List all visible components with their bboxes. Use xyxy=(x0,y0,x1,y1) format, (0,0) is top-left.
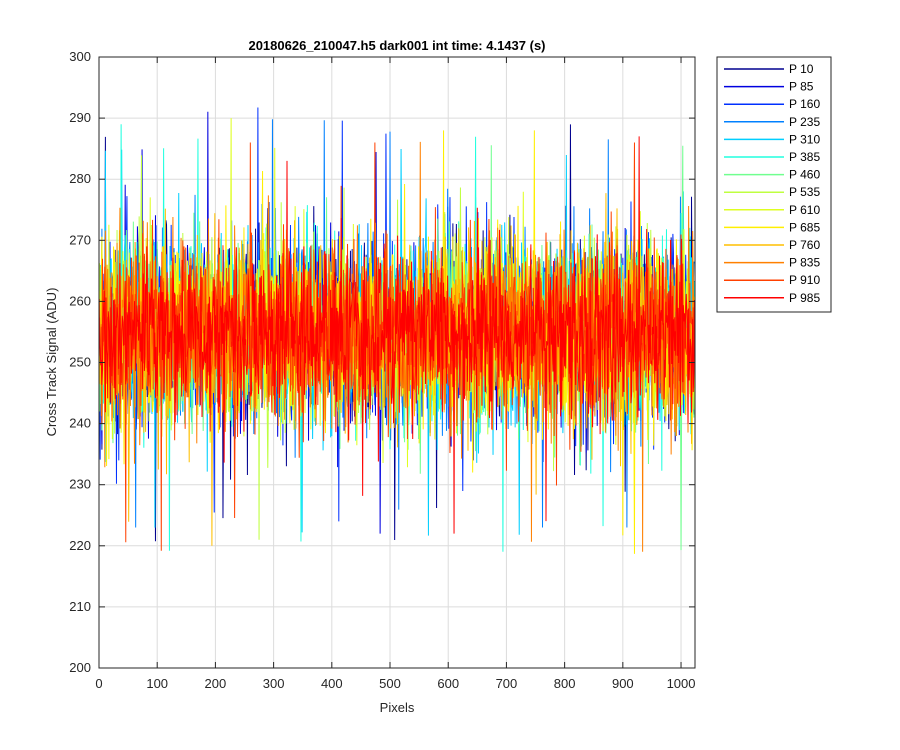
y-tick-label: 210 xyxy=(69,599,91,614)
legend: P 10 P 85 P 160 P 235 P 310 P 385 P 460 P 535 P … xyxy=(716,56,832,313)
y-tick-label: 220 xyxy=(69,538,91,553)
y-tick-label: 290 xyxy=(69,110,91,125)
legend-label: P 10 xyxy=(789,62,814,76)
x-tick-label: 700 xyxy=(496,676,518,691)
axis-ticks: 0 100 200 300 400 500 600 700 800 900 1000 200 210 22… xyxy=(69,49,695,691)
legend-label: P 835 xyxy=(789,256,820,270)
legend-label: P 985 xyxy=(789,291,820,305)
legend-label: P 460 xyxy=(789,168,820,182)
legend-label: P 760 xyxy=(789,238,820,252)
chart-title: 20180626_210047.h5 dark001 int time: 4.1… xyxy=(248,38,545,53)
legend-label: P 610 xyxy=(789,203,820,217)
x-tick-label: 200 xyxy=(205,676,227,691)
y-tick-label: 240 xyxy=(69,416,91,431)
y-tick-label: 280 xyxy=(69,171,91,186)
x-tick-label: 800 xyxy=(554,676,576,691)
legend-label: P 310 xyxy=(789,132,820,146)
series-line-p985 xyxy=(98,136,695,534)
x-tick-label: 600 xyxy=(437,676,459,691)
x-tick-label: 0 xyxy=(95,676,102,691)
legend-label: P 385 xyxy=(789,150,820,164)
series-layer xyxy=(98,107,695,554)
legend-label: P 85 xyxy=(789,80,814,94)
x-tick-label: 900 xyxy=(612,676,634,691)
y-tick-label: 270 xyxy=(69,232,91,247)
x-tick-label: 1000 xyxy=(667,676,696,691)
x-tick-label: 100 xyxy=(146,676,168,691)
legend-label: P 160 xyxy=(789,97,820,111)
x-tick-label: 500 xyxy=(379,676,401,691)
legend-label: P 910 xyxy=(789,273,820,287)
y-tick-label: 250 xyxy=(69,355,91,370)
x-axis-label: Pixels xyxy=(380,700,415,715)
y-tick-label: 260 xyxy=(69,293,91,308)
legend-label: P 235 xyxy=(789,115,820,129)
y-tick-label: 200 xyxy=(69,660,91,675)
legend-box xyxy=(716,56,832,313)
x-tick-label: 400 xyxy=(321,676,343,691)
y-axis-label: Cross Track Signal (ADU) xyxy=(44,288,59,437)
y-tick-label: 230 xyxy=(69,477,91,492)
y-tick-label: 300 xyxy=(69,49,91,64)
legend-label: P 685 xyxy=(789,220,820,234)
x-tick-label: 300 xyxy=(263,676,285,691)
legend-label: P 535 xyxy=(789,185,820,199)
